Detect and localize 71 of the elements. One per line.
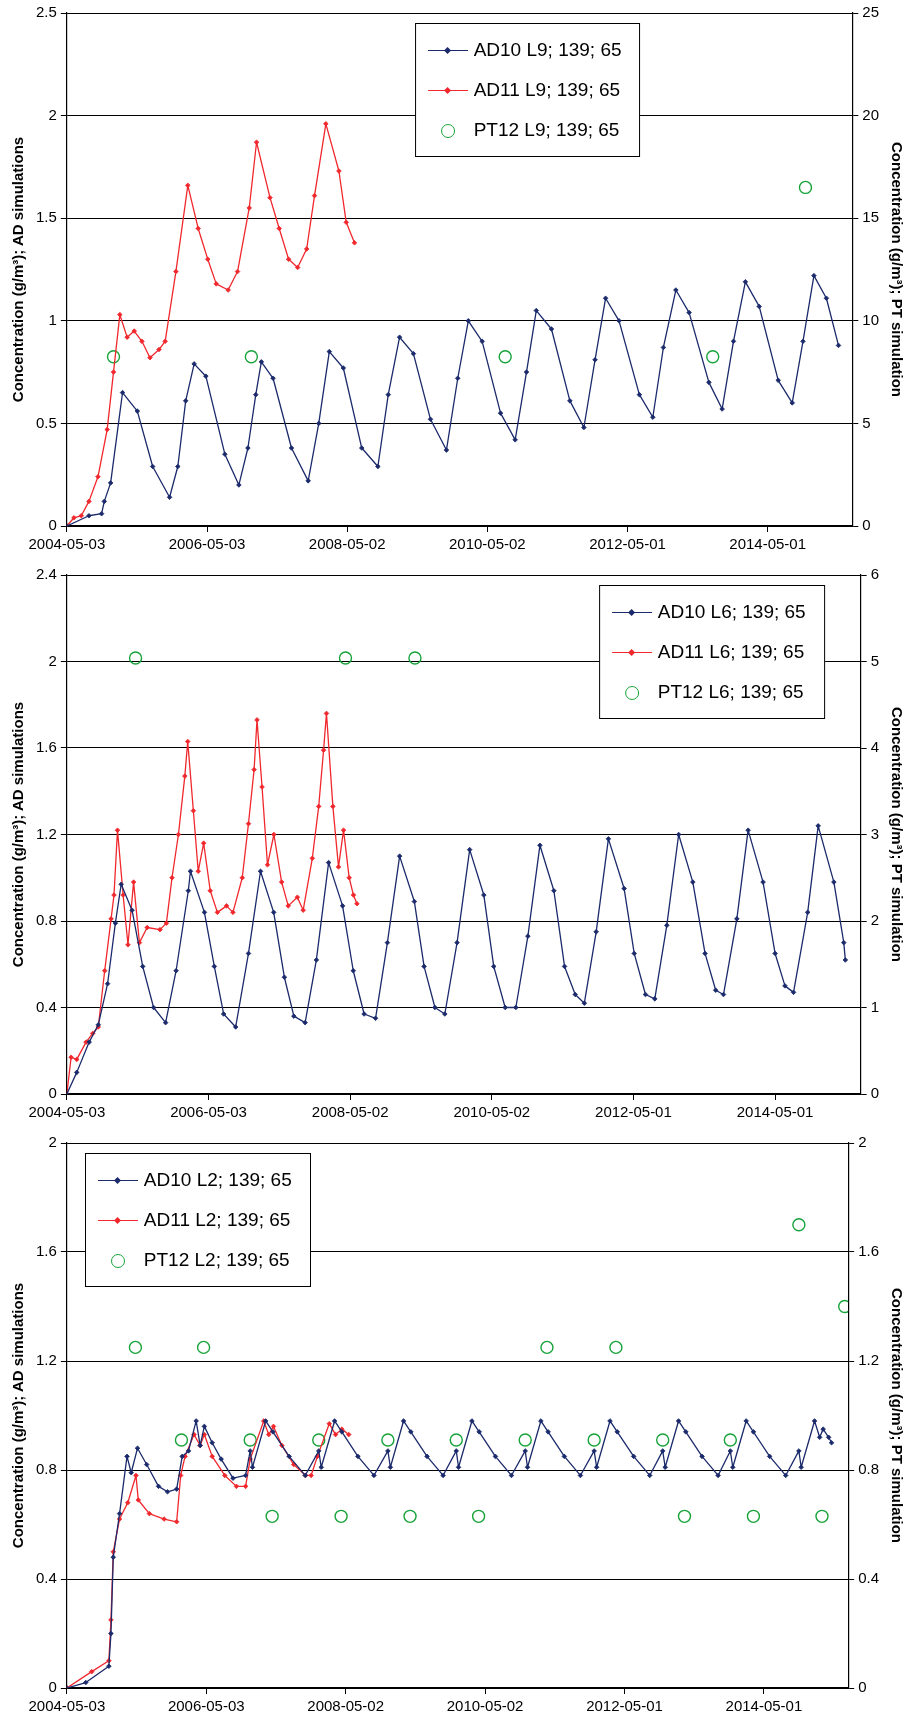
y2-tick-label: 2 bbox=[870, 911, 879, 929]
y-tick-label: 0.8 bbox=[35, 911, 57, 929]
x-tick-label: 2012-05-01 bbox=[589, 535, 666, 553]
y2-tick-label: 15 bbox=[862, 208, 879, 226]
y2-tick-label: 25 bbox=[862, 3, 879, 21]
y2-tick-label: 0.4 bbox=[858, 1569, 880, 1587]
y-axis-title: Concentration (g/m³); AD simulations bbox=[9, 136, 27, 403]
y-tick-label: 0 bbox=[48, 1678, 57, 1696]
legend-label: PT12 L2; 139; 65 bbox=[143, 1249, 290, 1270]
y-tick-label: 1 bbox=[48, 310, 57, 328]
y-axis-title: Concentration (g/m³); AD simulations bbox=[9, 701, 27, 968]
y-tick-label: 2 bbox=[48, 1133, 57, 1151]
y-tick-label: 0.5 bbox=[35, 413, 57, 431]
y2-tick-label: 0.8 bbox=[858, 1460, 880, 1478]
y-tick-label: 0 bbox=[48, 1084, 57, 1102]
y2-tick-label: 3 bbox=[870, 824, 879, 842]
x-tick-label: 2004-05-03 bbox=[28, 535, 106, 553]
y2-axis-title: Concentration (g/m³); PT simulation bbox=[888, 707, 906, 962]
x-tick-label: 2012-05-01 bbox=[595, 1103, 672, 1121]
x-tick-label: 2010-05-02 bbox=[453, 1103, 531, 1121]
x-tick-label: 2014-05-01 bbox=[725, 1697, 803, 1715]
x-tick-label: 2010-05-02 bbox=[448, 535, 526, 553]
y-tick-label: 0.4 bbox=[35, 997, 57, 1015]
legend-label: PT12 L6; 139; 65 bbox=[657, 681, 804, 702]
x-tick-label: 2008-05-02 bbox=[311, 1103, 389, 1121]
x-tick-label: 2006-05-03 bbox=[167, 1697, 245, 1715]
y2-tick-label: 0 bbox=[858, 1678, 867, 1696]
y-axis-title: Concentration (g/m³); AD simulations bbox=[9, 1282, 27, 1549]
y2-tick-label: 2 bbox=[858, 1133, 867, 1151]
y-tick-label: 2 bbox=[48, 105, 57, 123]
x-tick-label: 2004-05-03 bbox=[28, 1103, 106, 1121]
y-tick-label: 1.2 bbox=[35, 1351, 57, 1369]
y2-tick-label: 4 bbox=[870, 738, 879, 756]
y-tick-label: 0.4 bbox=[35, 1569, 57, 1587]
y2-tick-label: 1 bbox=[870, 997, 879, 1015]
y2-tick-label: 5 bbox=[870, 651, 879, 669]
legend-label: AD11 L9; 139; 65 bbox=[473, 79, 621, 100]
x-tick-label: 2010-05-02 bbox=[446, 1697, 524, 1715]
x-tick-label: 2008-05-02 bbox=[307, 1697, 385, 1715]
x-tick-label: 2012-05-01 bbox=[586, 1697, 663, 1715]
legend-label: AD10 L2; 139; 65 bbox=[143, 1169, 292, 1190]
y-tick-label: 1.6 bbox=[35, 738, 57, 756]
y2-tick-label: 5 bbox=[862, 413, 871, 431]
y2-tick-label: 0 bbox=[862, 516, 871, 534]
x-tick-label: 2014-05-01 bbox=[736, 1103, 814, 1121]
y2-tick-label: 1.2 bbox=[858, 1351, 880, 1369]
legend-label: AD11 L6; 139; 65 bbox=[657, 641, 805, 662]
y-tick-label: 2.4 bbox=[35, 565, 57, 583]
x-tick-label: 2014-05-01 bbox=[729, 535, 807, 553]
y2-tick-label: 1.6 bbox=[858, 1242, 880, 1260]
y2-axis-title: Concentration (g/m³); PT simulation bbox=[888, 142, 906, 397]
legend-label: PT12 L9; 139; 65 bbox=[473, 119, 620, 140]
legend-label: AD10 L9; 139; 65 bbox=[473, 39, 622, 60]
x-tick-label: 2006-05-03 bbox=[168, 535, 246, 553]
y2-tick-label: 6 bbox=[870, 565, 879, 583]
y-tick-label: 1.5 bbox=[35, 208, 57, 226]
y-tick-label: 1.2 bbox=[35, 824, 57, 842]
y2-tick-label: 10 bbox=[862, 310, 879, 328]
y2-tick-label: 0 bbox=[870, 1084, 879, 1102]
x-tick-label: 2008-05-02 bbox=[308, 535, 386, 553]
y-tick-label: 1.6 bbox=[35, 1242, 57, 1260]
y-tick-label: 2 bbox=[48, 651, 57, 669]
legend-label: AD10 L6; 139; 65 bbox=[657, 601, 806, 622]
y-tick-label: 0 bbox=[48, 516, 57, 534]
y2-axis-title: Concentration (g/m³); PT simulation bbox=[888, 1288, 906, 1543]
y-tick-label: 0.8 bbox=[35, 1460, 57, 1478]
legend-label: AD11 L2; 139; 65 bbox=[143, 1209, 291, 1230]
y-tick-label: 2.5 bbox=[35, 3, 57, 21]
x-tick-label: 2006-05-03 bbox=[170, 1103, 247, 1121]
y2-tick-label: 20 bbox=[862, 105, 879, 123]
x-tick-label: 2004-05-03 bbox=[28, 1697, 106, 1715]
